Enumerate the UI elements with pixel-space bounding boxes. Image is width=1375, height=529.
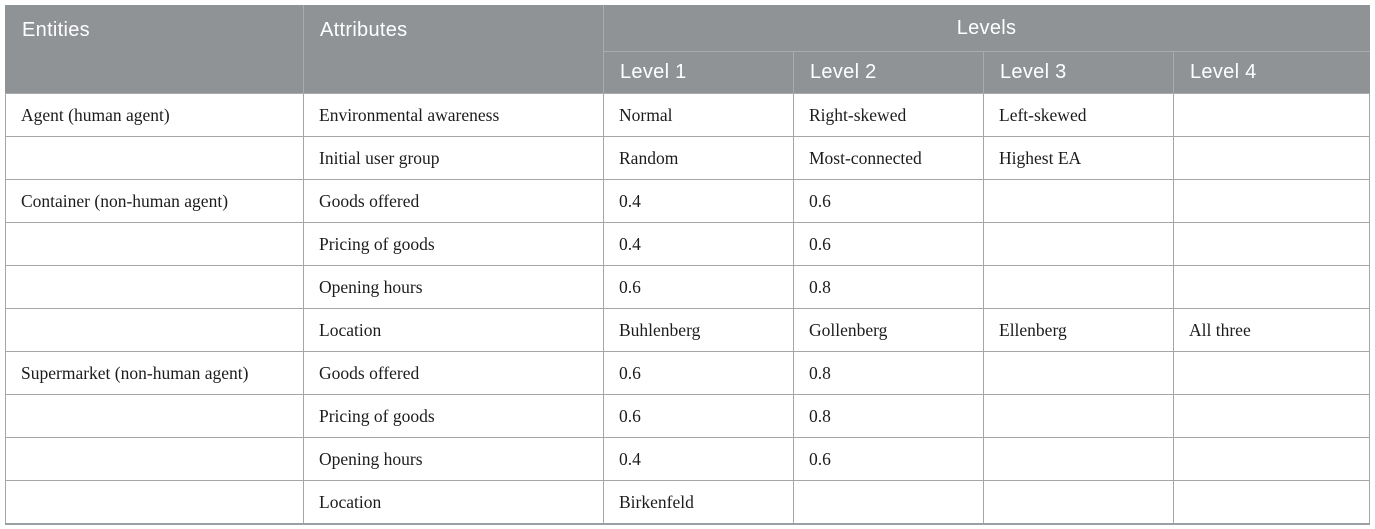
table-row: Location Birkenfeld [5,480,1370,525]
entity-cell: Container (non-human agent) [5,179,304,223]
attribute-cell: Location [303,308,604,352]
level-cell: 0.8 [793,394,984,438]
level-cell: 0.6 [793,222,984,266]
level-cell [983,437,1174,481]
table-row: Container (non-human agent) Goods offere… [5,179,1370,223]
entity-cell [5,265,304,309]
attribute-cell: Goods offered [303,179,604,223]
level-cell [983,179,1174,223]
entity-cell [5,394,304,438]
level-cell [1173,437,1370,481]
level-cell [1173,265,1370,309]
level-cell [1173,222,1370,266]
level-cell: 0.8 [793,351,984,395]
level-cell: 0.6 [603,394,794,438]
column-header-level-4: Level 4 [1173,51,1370,94]
table-row: Opening hours 0.4 0.6 [5,437,1370,481]
entity-cell: Supermarket (non-human agent) [5,351,304,395]
level-cell: Most-connected [793,136,984,180]
level-cell [1173,351,1370,395]
attribute-cell: Location [303,480,604,525]
level-cell: 0.8 [793,265,984,309]
level-cell: 0.6 [603,265,794,309]
table-row: Pricing of goods 0.4 0.6 [5,222,1370,266]
attribute-cell: Pricing of goods [303,222,604,266]
level-cell: 0.6 [603,351,794,395]
level-cell: Right-skewed [793,93,984,137]
level-cell [793,480,984,525]
table-row: Supermarket (non-human agent) Goods offe… [5,351,1370,395]
level-cell: Ellenberg [983,308,1174,352]
parameters-table: Entities Attributes Levels Level 1 Level… [5,5,1370,525]
level-cell: Left-skewed [983,93,1174,137]
level-cell: Highest EA [983,136,1174,180]
entity-cell [5,437,304,481]
level-cell: Buhlenberg [603,308,794,352]
level-cell [983,265,1174,309]
level-cell [1173,93,1370,137]
level-cell: Birkenfeld [603,480,794,525]
level-cell [983,351,1174,395]
table-body: Agent (human agent) Environmental awaren… [5,93,1370,525]
entity-cell [5,308,304,352]
attribute-cell: Initial user group [303,136,604,180]
attribute-cell: Opening hours [303,265,604,309]
level-cell: 0.6 [793,437,984,481]
column-header-level-2: Level 2 [793,51,984,94]
column-header-levels-group: Levels [603,5,1370,52]
entity-cell [5,480,304,525]
level-cell: 0.4 [603,437,794,481]
column-header-entities: Entities [5,5,304,94]
entity-cell: Agent (human agent) [5,93,304,137]
column-header-level-3: Level 3 [983,51,1174,94]
attribute-cell: Goods offered [303,351,604,395]
level-cell: Random [603,136,794,180]
table-row: Location Buhlenberg Gollenberg Ellenberg… [5,308,1370,352]
level-cell [1173,179,1370,223]
attribute-cell: Opening hours [303,437,604,481]
level-cell: Gollenberg [793,308,984,352]
column-header-level-1: Level 1 [603,51,794,94]
level-cell [983,222,1174,266]
level-cell [983,394,1174,438]
entity-cell [5,136,304,180]
column-header-attributes: Attributes [303,5,604,94]
attribute-cell: Environmental awareness [303,93,604,137]
table-row: Agent (human agent) Environmental awaren… [5,93,1370,137]
level-cell: 0.6 [793,179,984,223]
entity-cell [5,222,304,266]
level-cell: Normal [603,93,794,137]
level-cell: 0.4 [603,222,794,266]
table-header: Entities Attributes Levels Level 1 Level… [5,5,1370,94]
level-cell: 0.4 [603,179,794,223]
level-cell [1173,136,1370,180]
table-row: Pricing of goods 0.6 0.8 [5,394,1370,438]
attribute-cell: Pricing of goods [303,394,604,438]
level-cell [983,480,1174,525]
table-row: Initial user group Random Most-connected… [5,136,1370,180]
level-cell [1173,394,1370,438]
level-cell: All three [1173,308,1370,352]
table-row: Opening hours 0.6 0.8 [5,265,1370,309]
level-cell [1173,480,1370,525]
